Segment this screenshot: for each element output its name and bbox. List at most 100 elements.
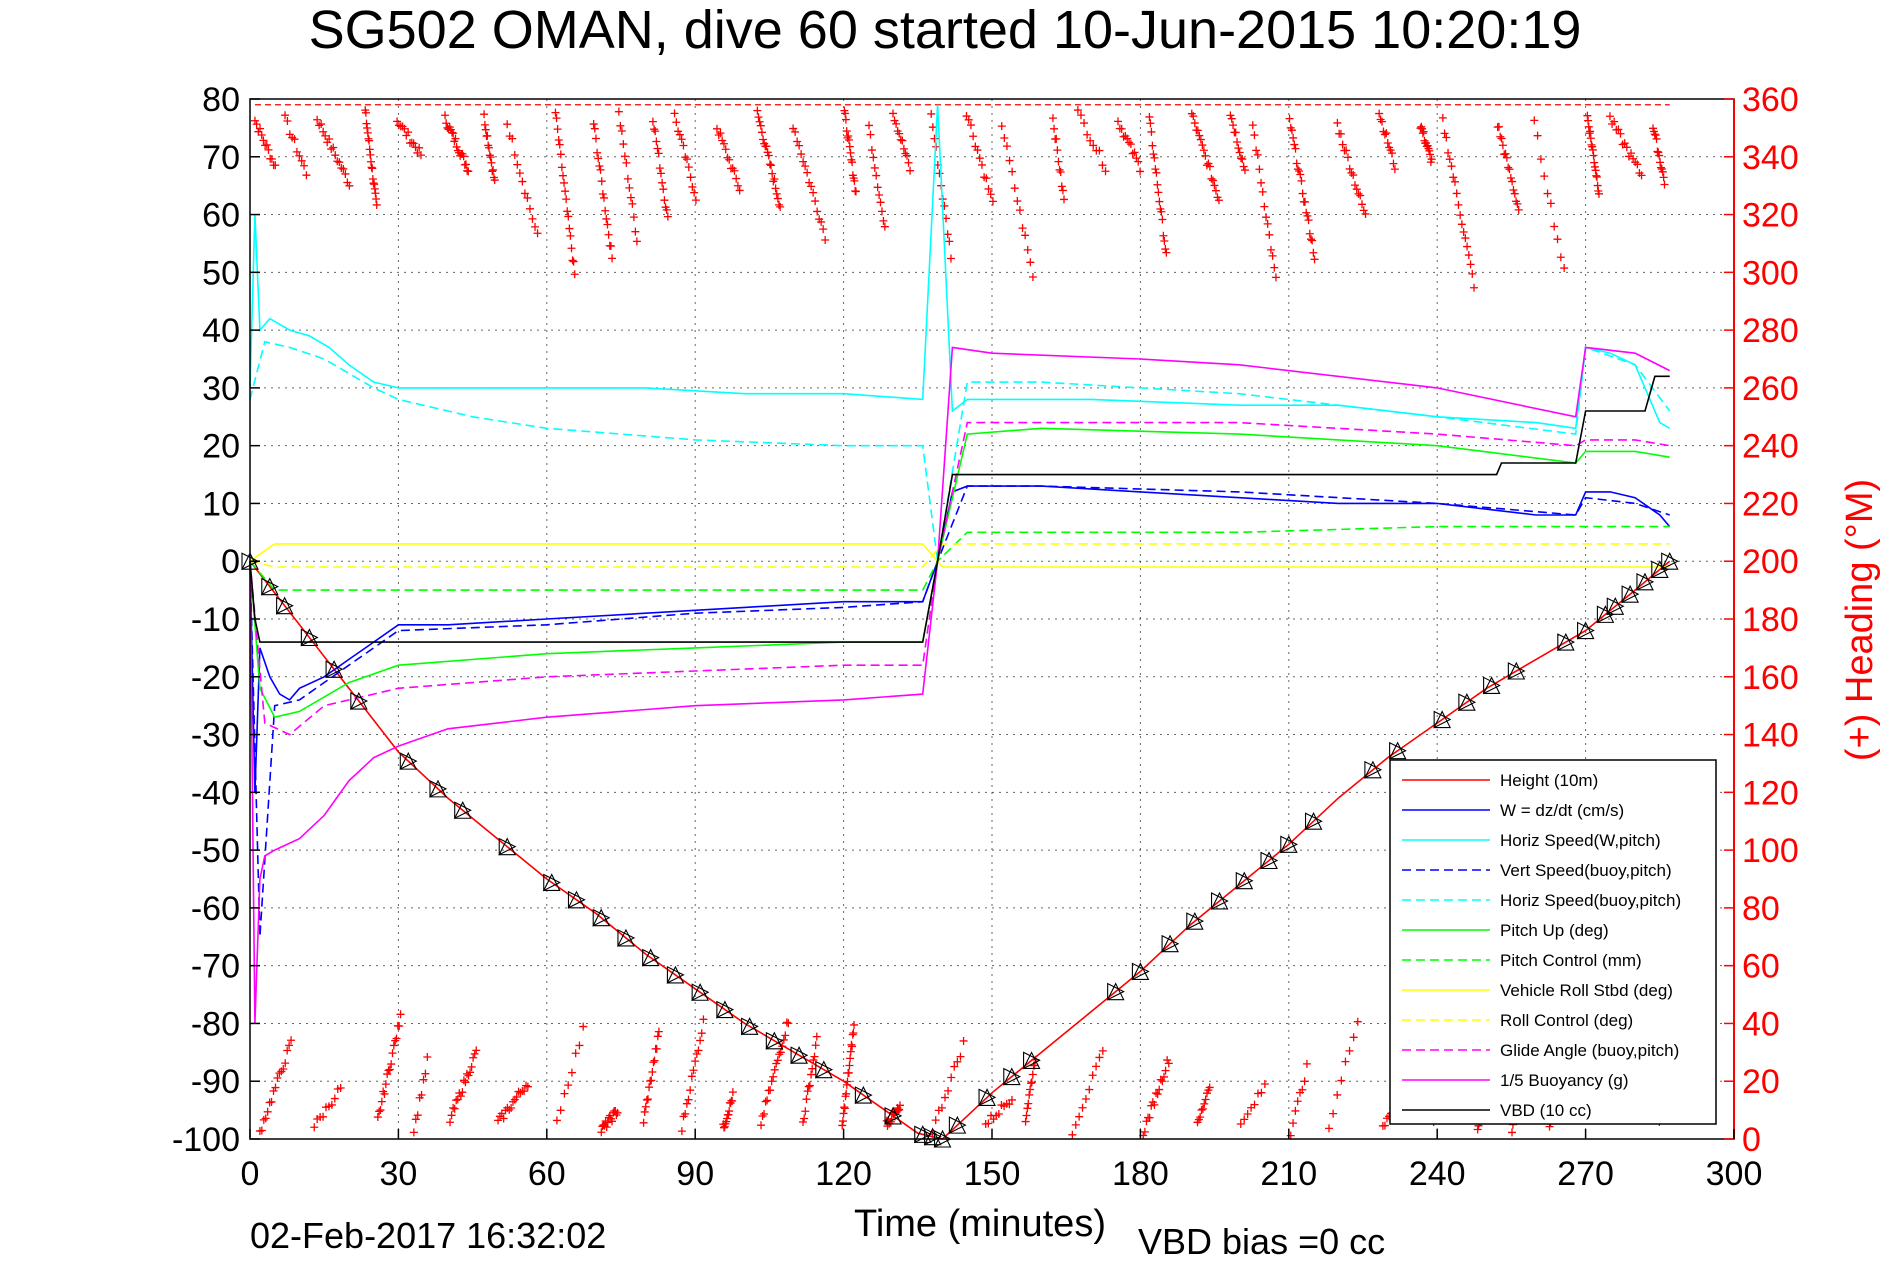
heading-point — [1260, 202, 1269, 211]
heading-point — [975, 154, 984, 163]
heading-point — [267, 154, 276, 163]
heading-point — [1159, 231, 1168, 240]
heading-point — [555, 140, 564, 149]
height-marker — [454, 801, 472, 820]
heading-point — [290, 135, 299, 144]
height-marker — [1507, 662, 1526, 680]
heading-point — [1085, 1085, 1094, 1094]
heading-point — [1210, 181, 1219, 190]
heading-point — [730, 166, 739, 175]
heading-point — [1297, 176, 1306, 185]
heading-point — [512, 1093, 521, 1102]
legend-label: W = dz/dt (cm/s) — [1500, 801, 1624, 820]
heading-point — [797, 150, 806, 159]
heading-point — [809, 188, 818, 197]
heading-point — [629, 213, 638, 222]
heading-point — [1234, 144, 1243, 153]
heading-point — [663, 212, 672, 221]
heading-point — [1419, 127, 1428, 136]
heading-point — [1243, 1110, 1252, 1119]
heading-point — [1658, 167, 1667, 176]
height-marker — [1003, 1067, 1022, 1086]
heading-point — [997, 122, 1006, 131]
heading-point — [626, 193, 635, 202]
heading-point — [879, 216, 888, 225]
heading-point — [402, 131, 411, 140]
heading-point — [310, 1123, 319, 1132]
heading-point — [728, 1096, 737, 1105]
heading-point — [1354, 189, 1363, 198]
heading-point — [1197, 1105, 1206, 1114]
y2-tick-label: 360 — [1742, 81, 1799, 119]
heading-point — [461, 160, 470, 169]
heading-point — [1010, 184, 1019, 193]
heading-point — [1028, 1070, 1037, 1079]
height-marker — [666, 966, 685, 984]
heading-point — [650, 125, 659, 134]
heading-point — [1637, 171, 1646, 180]
heading-point — [1610, 117, 1619, 126]
x-tick-label: 90 — [676, 1155, 714, 1193]
heading-point — [1338, 140, 1347, 149]
heading-point — [515, 169, 524, 178]
heading-point — [1543, 189, 1552, 198]
heading-point — [1161, 1066, 1170, 1075]
heading-point — [1454, 200, 1463, 209]
heading-point — [770, 175, 779, 184]
height-marker — [1606, 597, 1625, 615]
heading-point — [1308, 236, 1317, 245]
heading-point — [1556, 253, 1565, 262]
legend-label: Pitch Up (deg) — [1500, 921, 1609, 940]
heading-point — [1161, 245, 1170, 254]
heading-point — [906, 166, 915, 175]
heading-point — [327, 1100, 336, 1109]
heading-point — [768, 169, 777, 178]
heading-point — [803, 168, 812, 177]
heading-point — [335, 158, 344, 167]
heading-point — [1157, 207, 1166, 216]
heading-point — [1592, 173, 1601, 182]
heading-point — [331, 151, 340, 160]
heading-point — [977, 160, 986, 169]
heading-point — [441, 111, 450, 120]
height-marker — [691, 983, 710, 1001]
heading-point — [1300, 1077, 1309, 1086]
heading-point — [1444, 148, 1453, 157]
height-marker — [815, 1060, 834, 1079]
heading-point — [1343, 153, 1352, 162]
heading-point — [1337, 1076, 1346, 1085]
heading-point — [648, 1068, 657, 1077]
height-marker — [1458, 693, 1477, 712]
y-tick-label: -80 — [191, 1005, 240, 1043]
height-marker — [429, 779, 448, 798]
heading-point — [890, 116, 899, 125]
heading-point — [330, 1094, 339, 1103]
heading-point — [872, 171, 881, 180]
heading-point — [660, 196, 669, 205]
heading-point — [841, 115, 850, 124]
heading-point — [1341, 1057, 1350, 1066]
heading-point — [553, 125, 562, 134]
heading-point — [1255, 165, 1264, 174]
heading-point — [1098, 161, 1107, 170]
heading-point — [799, 157, 808, 166]
heading-point — [1447, 162, 1456, 171]
y2-axis-label: (+) Heading (°M) — [1839, 479, 1881, 761]
legend-label: Height (10m) — [1500, 771, 1598, 790]
heading-point — [1200, 1099, 1209, 1108]
heading-point — [269, 1086, 278, 1095]
heading-point — [552, 1116, 561, 1125]
heading-point — [423, 1053, 432, 1062]
heading-point — [1080, 119, 1089, 128]
heading-point — [589, 120, 598, 129]
heading-point — [470, 1049, 479, 1058]
heading-point — [1309, 248, 1318, 257]
heading-point — [649, 1058, 658, 1067]
height-marker — [1186, 912, 1205, 931]
heading-point — [1123, 134, 1132, 143]
heading-point — [845, 136, 854, 145]
heading-point — [1205, 1083, 1214, 1092]
heading-point — [654, 149, 663, 158]
footer-vbd-bias: VBD bias =0 cc — [1138, 1221, 1385, 1262]
heading-point — [281, 1059, 290, 1068]
